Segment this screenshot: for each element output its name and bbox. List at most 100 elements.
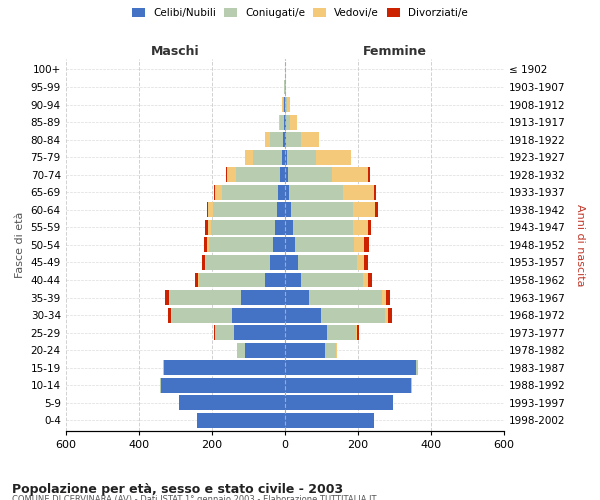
Bar bbox=[308, 290, 382, 305]
Bar bbox=[163, 360, 164, 376]
Bar bbox=[169, 290, 170, 305]
Bar bbox=[205, 220, 208, 235]
Bar bbox=[350, 150, 351, 164]
Bar bbox=[285, 168, 288, 182]
Bar bbox=[227, 168, 236, 182]
Bar bbox=[171, 308, 172, 322]
Bar bbox=[236, 168, 280, 182]
Bar bbox=[285, 308, 322, 322]
Bar bbox=[362, 272, 368, 287]
Bar bbox=[285, 396, 392, 410]
Bar bbox=[285, 238, 295, 252]
Bar bbox=[204, 238, 208, 252]
Bar bbox=[208, 202, 213, 218]
Bar bbox=[364, 238, 369, 252]
Bar bbox=[285, 132, 286, 147]
Bar bbox=[270, 255, 285, 270]
Bar bbox=[285, 360, 416, 376]
Text: COMUNE DI CERVINARA (AV) - Dati ISTAT 1° gennaio 2003 - Elaborazione TUTTITALIA.: COMUNE DI CERVINARA (AV) - Dati ISTAT 1°… bbox=[12, 495, 377, 500]
Bar bbox=[285, 185, 289, 200]
Bar bbox=[205, 255, 206, 270]
Bar bbox=[283, 132, 285, 147]
Bar bbox=[358, 325, 359, 340]
Bar bbox=[374, 185, 376, 200]
Bar bbox=[265, 132, 270, 147]
Bar bbox=[386, 290, 391, 305]
Bar bbox=[289, 185, 343, 200]
Bar bbox=[208, 220, 211, 235]
Bar bbox=[283, 97, 284, 112]
Bar bbox=[298, 255, 357, 270]
Bar bbox=[233, 325, 285, 340]
Bar bbox=[206, 202, 208, 218]
Bar bbox=[241, 290, 285, 305]
Bar bbox=[245, 150, 253, 164]
Bar bbox=[179, 396, 285, 410]
Bar bbox=[301, 272, 362, 287]
Bar bbox=[368, 272, 373, 287]
Bar bbox=[164, 360, 285, 376]
Bar bbox=[199, 272, 265, 287]
Bar bbox=[353, 220, 368, 235]
Bar bbox=[277, 202, 285, 218]
Bar bbox=[388, 308, 392, 322]
Y-axis label: Anni di nascita: Anni di nascita bbox=[575, 204, 585, 286]
Bar bbox=[322, 308, 385, 322]
Bar bbox=[213, 202, 277, 218]
Bar bbox=[275, 220, 285, 235]
Bar bbox=[301, 132, 319, 147]
Bar bbox=[286, 114, 290, 130]
Bar bbox=[285, 272, 301, 287]
Bar bbox=[170, 290, 241, 305]
Bar bbox=[280, 114, 284, 130]
Bar bbox=[172, 308, 232, 322]
Bar bbox=[354, 238, 364, 252]
Legend: Celibi/Nubili, Coniugati/e, Vedovi/e, Divorziati/e: Celibi/Nubili, Coniugati/e, Vedovi/e, Di… bbox=[129, 5, 471, 21]
Bar bbox=[253, 150, 282, 164]
Bar bbox=[282, 97, 283, 112]
Bar bbox=[285, 220, 293, 235]
Bar bbox=[285, 97, 287, 112]
Bar bbox=[416, 360, 418, 376]
Bar bbox=[287, 97, 290, 112]
Bar bbox=[215, 185, 221, 200]
Bar bbox=[197, 413, 285, 428]
Bar bbox=[211, 220, 275, 235]
Bar bbox=[382, 290, 386, 305]
Bar bbox=[164, 290, 169, 305]
Bar bbox=[285, 150, 287, 164]
Text: Popolazione per età, sesso e stato civile - 2003: Popolazione per età, sesso e stato civil… bbox=[12, 482, 343, 496]
Bar bbox=[295, 238, 354, 252]
Bar bbox=[280, 168, 285, 182]
Bar bbox=[194, 272, 198, 287]
Bar bbox=[364, 255, 368, 270]
Bar bbox=[198, 272, 199, 287]
Bar bbox=[285, 378, 411, 393]
Bar bbox=[332, 168, 368, 182]
Bar bbox=[356, 325, 358, 340]
Bar bbox=[168, 308, 171, 322]
Bar bbox=[285, 290, 308, 305]
Bar bbox=[282, 150, 285, 164]
Bar bbox=[353, 202, 374, 218]
Y-axis label: Fasce di età: Fasce di età bbox=[15, 212, 25, 278]
Bar bbox=[285, 114, 286, 130]
Bar bbox=[273, 238, 285, 252]
Bar bbox=[293, 220, 353, 235]
Bar bbox=[285, 80, 286, 94]
Bar bbox=[411, 378, 412, 393]
Bar bbox=[285, 202, 292, 218]
Bar bbox=[368, 168, 370, 182]
Bar bbox=[374, 202, 377, 218]
Bar bbox=[385, 308, 388, 322]
Bar bbox=[236, 343, 238, 357]
Bar bbox=[214, 325, 215, 340]
Text: Maschi: Maschi bbox=[151, 45, 200, 58]
Bar bbox=[325, 343, 336, 357]
Bar bbox=[206, 255, 270, 270]
Bar bbox=[290, 114, 297, 130]
Bar bbox=[202, 255, 205, 270]
Bar bbox=[284, 114, 285, 130]
Bar bbox=[285, 413, 374, 428]
Bar bbox=[161, 378, 285, 393]
